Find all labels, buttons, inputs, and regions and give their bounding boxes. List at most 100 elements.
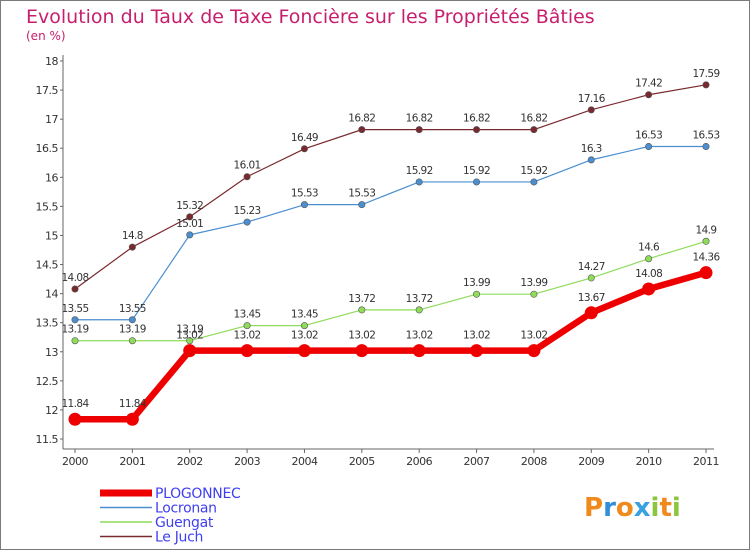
data-point <box>702 237 710 245</box>
data-label: 16.82 <box>463 113 490 125</box>
data-point <box>240 344 254 358</box>
data-label: 13.45 <box>234 309 261 321</box>
data-point <box>530 290 538 298</box>
data-label: 16.82 <box>348 113 375 125</box>
data-label: 15.01 <box>176 218 203 230</box>
data-label: 13.19 <box>176 324 203 336</box>
data-point <box>645 255 653 263</box>
x-tick-label: 2005 <box>349 455 375 468</box>
data-point <box>243 173 251 181</box>
data-label: 14.8 <box>122 230 143 242</box>
data-label: 16.3 <box>581 143 602 155</box>
y-tick-label: 13 <box>45 346 58 359</box>
data-point <box>71 337 79 345</box>
data-point <box>645 142 653 150</box>
data-point <box>415 178 423 186</box>
y-tick-label: 12.5 <box>36 375 59 388</box>
data-label: 15.53 <box>291 188 318 200</box>
data-label: 13.02 <box>348 330 375 342</box>
y-tick-label: 16.5 <box>36 142 59 155</box>
axes: 11.5 12 12.5 13 13.5 14 14.5 15 15.5 16 16.5 17 17.5… <box>36 55 720 468</box>
y-tick-label: 15 <box>45 229 58 242</box>
data-label: 11.84 <box>119 398 147 410</box>
data-label: 15.23 <box>234 205 261 217</box>
data-point <box>530 126 538 134</box>
data-point <box>587 106 595 114</box>
data-point <box>645 91 653 99</box>
data-label: 16.53 <box>692 129 719 141</box>
legend-label: Guengat <box>155 515 214 531</box>
data-label: 13.02 <box>291 330 318 342</box>
data-label: 14.6 <box>638 242 660 254</box>
data-point <box>584 306 598 320</box>
data-point <box>587 156 595 164</box>
series-line-plogonnec <box>75 269 707 423</box>
data-point <box>473 178 481 186</box>
data-label: 13.45 <box>291 309 318 321</box>
series-layer <box>68 81 713 426</box>
data-labels: 14.08 14.8 15.32 16.01 16.49 16.82 16.82 16.82 1… <box>61 68 721 410</box>
data-label: 17.42 <box>635 78 662 90</box>
x-tick-label: 2008 <box>521 455 547 468</box>
data-point <box>300 145 308 153</box>
data-label: 14.36 <box>692 252 720 264</box>
x-tick-label: 2006 <box>406 455 432 468</box>
data-label: 13.02 <box>520 330 547 342</box>
series-line-le-juch <box>74 84 707 290</box>
data-label: 13.99 <box>463 277 490 289</box>
data-label: 13.02 <box>406 330 433 342</box>
data-point <box>300 201 308 209</box>
y-tick-label: 11.5 <box>36 433 59 446</box>
x-tick-label: 2003 <box>234 455 260 468</box>
data-point <box>415 126 423 134</box>
data-label: 13.55 <box>61 303 88 315</box>
data-point <box>186 337 194 345</box>
data-point <box>243 218 251 226</box>
legend-label: PLOGONNEC <box>155 486 241 502</box>
x-tick-label: 2000 <box>62 455 88 468</box>
x-tick-label: 2002 <box>177 455 203 468</box>
data-label: 16.01 <box>234 160 261 172</box>
data-label: 13.19 <box>61 324 88 336</box>
data-label: 17.59 <box>692 68 719 80</box>
chart-title: Evolution du Taux de Taxe Foncière sur l… <box>26 6 595 28</box>
data-point <box>527 344 541 358</box>
data-point <box>68 412 82 426</box>
data-label: 15.92 <box>406 165 433 177</box>
data-label: 16.82 <box>520 113 547 125</box>
logo-r: r <box>603 493 616 523</box>
data-point <box>128 243 136 251</box>
y-tick-label: 15.5 <box>36 200 59 213</box>
data-point <box>358 306 366 314</box>
data-point <box>186 231 194 239</box>
data-point <box>243 322 251 330</box>
data-point <box>473 290 481 298</box>
data-label: 13.02 <box>176 330 203 342</box>
x-tick-label: 2004 <box>291 455 317 468</box>
data-label: 16.53 <box>635 129 662 141</box>
logo-p: P <box>584 493 603 523</box>
logo-text: Proxiti <box>584 493 681 523</box>
data-label: 16.49 <box>291 132 318 144</box>
logo-t: t <box>659 493 671 523</box>
data-point <box>473 126 481 134</box>
data-label: 13.72 <box>406 293 433 305</box>
data-point <box>699 266 713 280</box>
data-point <box>587 274 595 282</box>
data-point <box>125 412 139 426</box>
data-point <box>297 344 311 358</box>
y-tick-label: 16 <box>45 171 58 184</box>
logo-x: x <box>634 493 651 523</box>
data-point <box>702 142 710 150</box>
data-point <box>412 344 426 358</box>
data-label: 13.67 <box>578 292 605 304</box>
data-label: 15.32 <box>176 200 203 212</box>
y-tick-label: 17 <box>45 113 58 126</box>
data-label: 13.02 <box>234 330 261 342</box>
logo-i2: i <box>672 493 681 523</box>
data-point <box>702 81 710 89</box>
data-label: 13.02 <box>463 330 490 342</box>
